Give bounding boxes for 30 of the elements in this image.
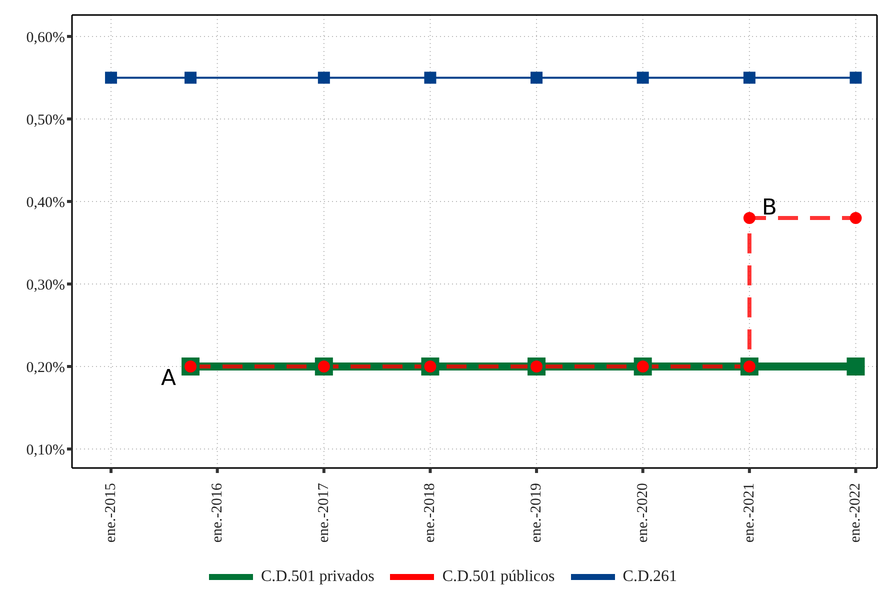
point [424,72,436,84]
point [105,72,118,84]
x-tick-label: ene.-2021 [741,483,758,543]
y-tick-label: 0,20% [26,360,65,376]
legend-label: C.D.261 [622,568,677,586]
point [743,72,756,84]
x-tick-label: ene.-2017 [316,482,332,543]
point [846,358,865,376]
point [636,72,649,84]
point [530,72,543,84]
x-tick-label: ene.-2019 [528,483,545,543]
annotation: B [762,195,777,220]
annotation: A [161,366,176,392]
point [850,212,862,224]
point [184,72,197,84]
x-tick-label: ene.-2018 [422,483,438,543]
legend-label: C.D.501 privados [260,568,374,586]
x-tick-label: ene.-2015 [103,483,120,543]
x-tick-label: ene.-2022 [848,483,864,543]
y-tick-label: 0,10% [26,442,65,458]
point [318,72,330,84]
x-tick-label: ene.-2016 [209,482,226,543]
x-tick-label: ene.-2020 [634,483,651,543]
y-tick-label: 0,30% [26,277,65,294]
y-tick-label: 0,50% [26,112,65,128]
point [850,72,862,84]
y-tick-label: 0,40% [26,194,65,211]
y-tick-label: 0,60% [26,30,65,46]
point [743,212,756,224]
legend-label: C.D.501 públicos [442,568,555,586]
